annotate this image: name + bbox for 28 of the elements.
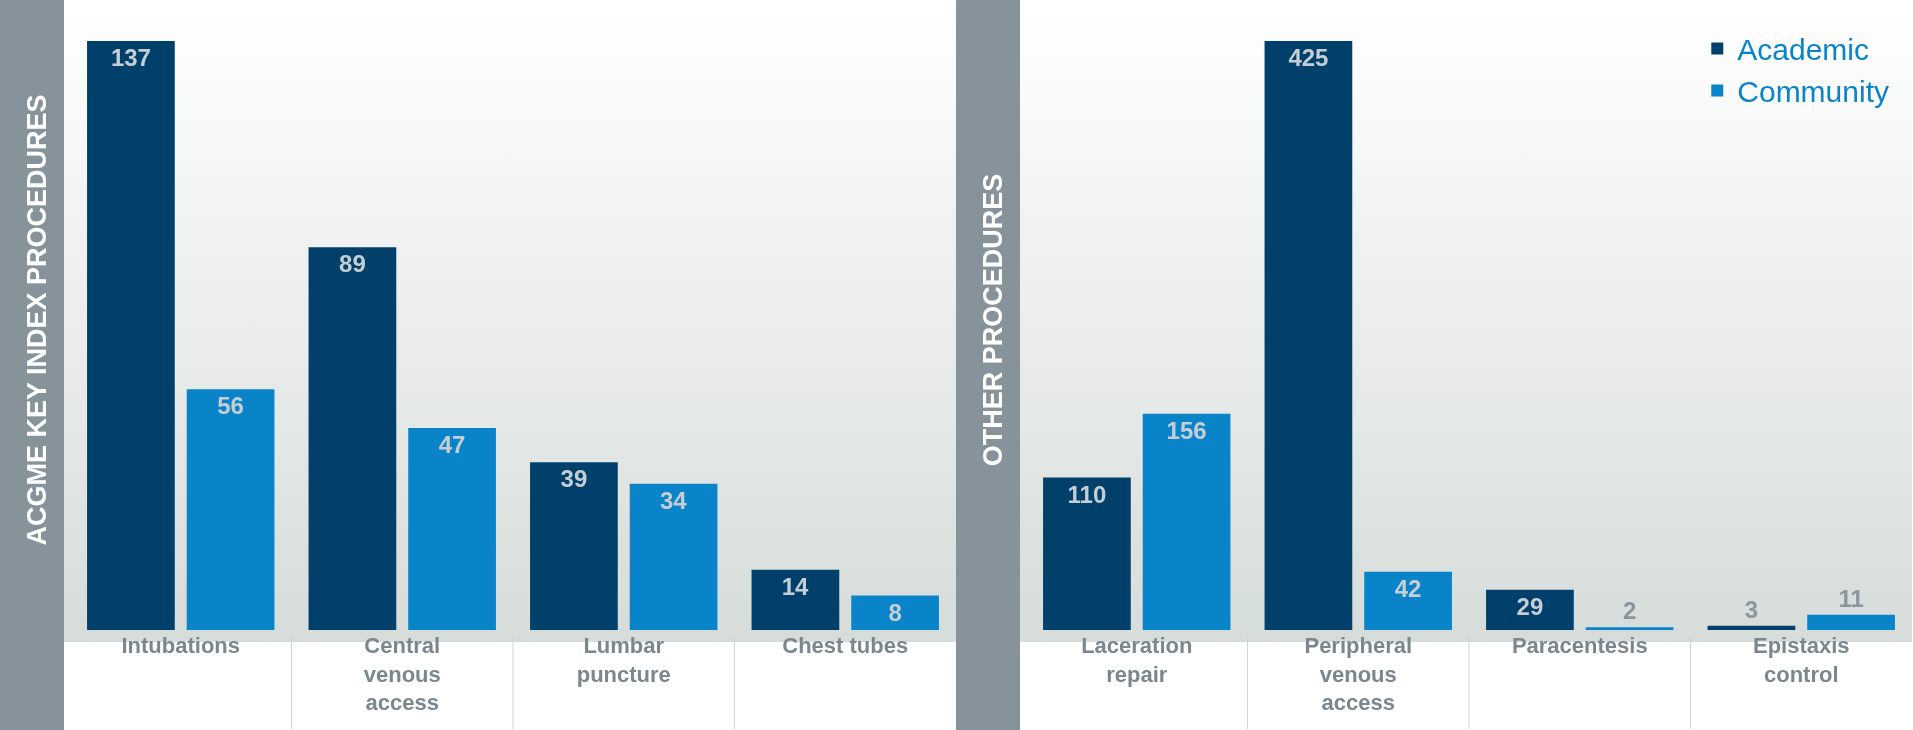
legend-label: Community [1737,75,1889,109]
x-tick-label: Central venous access [363,633,441,716]
data-label: 29 [1516,592,1544,620]
x-tick-label: Lumbar puncture [576,633,671,687]
x-tick-label: Laceration repair [1081,633,1193,687]
x-tick-label: Epistaxis control [1752,633,1850,687]
x-tick-label: Chest tubes [782,633,909,658]
data-label: 42 [1394,574,1422,602]
data-label: 14 [781,572,810,600]
x-tick-label: Intubations [121,633,241,658]
data-label: 110 [1067,480,1107,508]
data-label: 56 [217,392,244,420]
data-label: 11 [1838,584,1864,612]
y-axis-title: OTHER PROCEDURES [978,173,1009,467]
y-axis-title: ACGME KEY INDEX PROCEDURES [22,94,53,546]
data-label: 47 [438,430,466,458]
data-label: 34 [659,486,688,514]
data-label: 89 [339,250,366,278]
data-label: 39 [560,465,588,493]
data-label: 156 [1166,416,1207,444]
data-label: 425 [1288,44,1329,71]
data-label: 3 [1744,595,1759,623]
x-tick-label: Peripheral venous access [1304,633,1413,716]
legend-label: Academic [1737,33,1869,67]
data-label: 137 [110,44,151,71]
data-label: 8 [888,598,902,626]
data-label: 2 [1622,597,1637,625]
x-tick-label: Paracentesis [1511,633,1648,658]
